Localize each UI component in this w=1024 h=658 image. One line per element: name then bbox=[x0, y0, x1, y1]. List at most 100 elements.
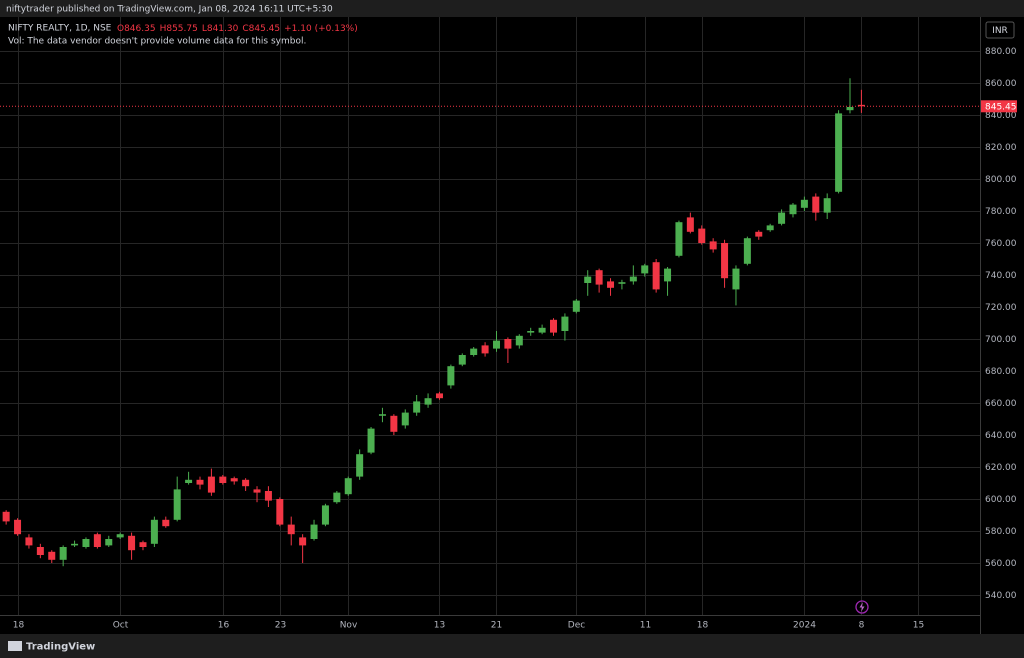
candle-body bbox=[14, 519, 22, 535]
candle-body bbox=[310, 524, 318, 539]
candle-body bbox=[424, 398, 432, 405]
candle-body bbox=[264, 491, 272, 501]
last-price-box bbox=[981, 100, 1017, 113]
event-bolt bbox=[859, 602, 865, 612]
last-price-label: 845.45 bbox=[985, 102, 1017, 112]
candle-body bbox=[709, 241, 717, 250]
volume-note: Vol: The data vendor doesn't provide vol… bbox=[8, 37, 306, 47]
bottom-bar bbox=[0, 634, 1024, 658]
x-tick-label: 13 bbox=[434, 621, 445, 631]
candle-body bbox=[470, 348, 478, 355]
candle-body bbox=[550, 319, 558, 333]
legend-value: C845.45 bbox=[242, 24, 280, 34]
candle-body bbox=[36, 547, 44, 555]
candle-body bbox=[572, 300, 580, 312]
y-tick-label: 700.00 bbox=[985, 335, 1017, 345]
x-tick-label: Oct bbox=[113, 621, 129, 631]
candle-body bbox=[561, 316, 569, 331]
candle-body bbox=[766, 225, 774, 231]
legend-value: H855.75 bbox=[160, 24, 198, 34]
x-tick-label: 18 bbox=[13, 621, 25, 631]
candle-body bbox=[823, 198, 831, 213]
candle-body bbox=[82, 539, 90, 547]
currency-box[interactable] bbox=[985, 21, 1015, 39]
candle-body bbox=[835, 113, 843, 192]
candle-body bbox=[185, 479, 193, 483]
candle-body bbox=[789, 204, 797, 215]
candle-body bbox=[778, 212, 786, 224]
y-tick-label: 880.00 bbox=[985, 47, 1017, 57]
candle-body bbox=[481, 345, 489, 354]
candle-body bbox=[242, 479, 250, 487]
x-tick-label: 2024 bbox=[793, 621, 816, 631]
axes: 540.00 560.00 580.00 600.00 620.00 640.00 660.… bbox=[0, 47, 1017, 631]
y-tick-label: 660.00 bbox=[985, 399, 1017, 409]
y-tick-label: 820.00 bbox=[985, 143, 1017, 153]
y-tick-label: 680.00 bbox=[985, 367, 1017, 377]
x-tick-label: 8 bbox=[859, 621, 865, 631]
brand: TradingView bbox=[26, 642, 95, 653]
candle-body bbox=[48, 551, 56, 560]
candle-body bbox=[812, 196, 820, 213]
currency[interactable]: INR bbox=[992, 26, 1008, 36]
y-tick-label: 840.00 bbox=[985, 111, 1017, 121]
candle-body bbox=[139, 542, 147, 547]
candle-body bbox=[378, 414, 386, 416]
y-tick-label: 560.00 bbox=[985, 559, 1017, 569]
candle-body bbox=[607, 281, 615, 288]
candle-body bbox=[219, 476, 227, 483]
candle-body bbox=[675, 222, 683, 256]
candle-body bbox=[743, 238, 751, 264]
y-tick-label: 760.00 bbox=[985, 239, 1017, 249]
candle-body bbox=[492, 340, 500, 349]
candle-body bbox=[504, 339, 512, 349]
y-tick-label: 640.00 bbox=[985, 431, 1017, 441]
candle-body bbox=[800, 199, 808, 208]
candle-body bbox=[846, 107, 854, 111]
candle-body bbox=[276, 499, 284, 525]
candle-body bbox=[652, 262, 660, 290]
symbol-title: NIFTY REALTY, 1D, NSE bbox=[8, 24, 112, 34]
candle-body bbox=[538, 327, 546, 333]
candle-body bbox=[435, 393, 443, 399]
candle-body bbox=[150, 519, 158, 544]
candle-body bbox=[515, 335, 523, 346]
event-icon[interactable] bbox=[855, 600, 869, 614]
y-tick-label: 600.00 bbox=[985, 495, 1017, 505]
candle-body bbox=[25, 537, 33, 546]
y-tick-label: 620.00 bbox=[985, 463, 1017, 473]
grid bbox=[0, 17, 980, 615]
candle-body bbox=[629, 276, 637, 282]
candle-body bbox=[390, 415, 398, 432]
x-tick-label: 16 bbox=[218, 621, 230, 631]
candle-body bbox=[618, 282, 626, 284]
candle-body bbox=[344, 478, 352, 495]
candle-body bbox=[857, 104, 865, 107]
candle-body bbox=[721, 243, 729, 279]
candle-body bbox=[641, 265, 649, 274]
legend-value: L841.30 bbox=[202, 24, 239, 34]
candle-body bbox=[105, 539, 113, 546]
candle-body bbox=[321, 505, 329, 525]
ohlc-legend: O846.35 H855.75 L841.30 C845.45 +1.10 (+0.13… bbox=[117, 24, 358, 34]
y-tick-label: 580.00 bbox=[985, 527, 1017, 537]
y-tick-label: 720.00 bbox=[985, 303, 1017, 313]
y-tick-label: 540.00 bbox=[985, 591, 1017, 601]
candle-body bbox=[664, 268, 672, 282]
candle-body bbox=[116, 534, 124, 538]
candle-body bbox=[93, 534, 101, 547]
candle-body bbox=[458, 355, 466, 365]
candle-body bbox=[253, 489, 261, 493]
x-tick-label: 23 bbox=[275, 621, 286, 631]
candle-body bbox=[356, 454, 364, 477]
candle-body bbox=[196, 479, 204, 485]
candle-body bbox=[207, 476, 215, 493]
x-tick-label: 18 bbox=[697, 621, 709, 631]
candle-body bbox=[732, 268, 740, 290]
candle-body bbox=[367, 428, 375, 453]
x-tick-label: 21 bbox=[491, 621, 502, 631]
x-tick-label: Dec bbox=[568, 621, 585, 631]
candle-body bbox=[2, 511, 10, 522]
